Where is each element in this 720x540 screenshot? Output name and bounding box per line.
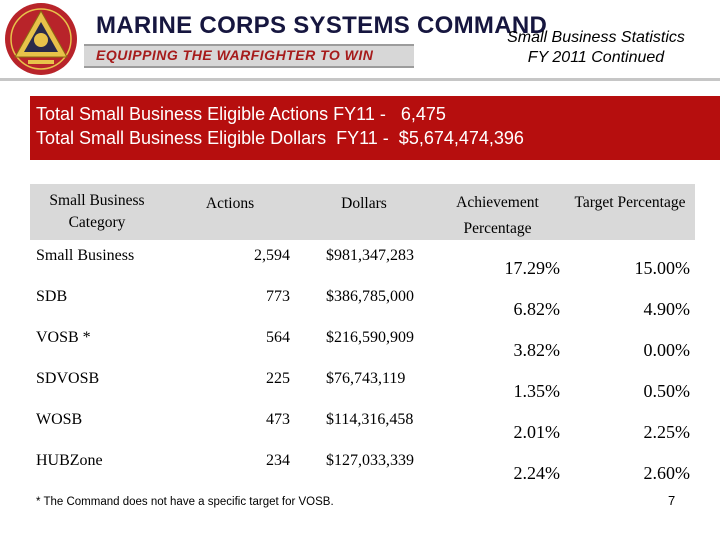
- header-divider: [0, 78, 720, 81]
- table-cell-category: WOSB: [36, 411, 83, 428]
- table-cell-actions: 225: [266, 370, 290, 387]
- table-cell-target: 4.90%: [643, 299, 691, 319]
- table-cell-target: 15.00%: [634, 258, 691, 278]
- header-achievement: Achievement Percentage: [456, 194, 539, 237]
- table-cell-actions: 773: [266, 288, 290, 305]
- table-cell-dollars: $386,785,000: [326, 288, 414, 305]
- table-cell-achievement: 6.82%: [513, 299, 561, 319]
- table-cell-category: VOSB *: [36, 329, 91, 346]
- table-cell-achievement: 2.01%: [513, 422, 561, 442]
- table-cell-target: 0.50%: [643, 381, 691, 401]
- table-cell-actions: 2,594: [254, 247, 290, 264]
- table-cell-dollars: $76,743,119: [326, 370, 406, 387]
- table-cell-actions: 564: [266, 329, 290, 346]
- table-cell-target: 2.25%: [643, 422, 691, 442]
- table-cell-category: SDB: [36, 288, 68, 305]
- table-cell-achievement: 1.35%: [513, 381, 561, 401]
- slide-title-line1: Small Business Statistics: [507, 29, 685, 46]
- page-number: 7: [668, 493, 676, 508]
- table-cell-category: SDVOSB: [36, 370, 100, 387]
- header-target: Target Percentage: [574, 194, 686, 211]
- slide-header: MARINE CORPS SYSTEMS COMMAND EQUIPPING T…: [0, 0, 720, 78]
- table-cell-achievement: 17.29%: [504, 258, 561, 278]
- slide-title-line2: FY 2011 Continued: [527, 49, 665, 66]
- table-cell-category: Small Business: [36, 247, 135, 264]
- footnote: * The Command does not have a specific t…: [36, 496, 334, 508]
- slide-title: Small Business Statistics FY 2011 Contin…: [476, 28, 716, 68]
- brand-slogan: EQUIPPING THE WARFIGHTER TO WIN: [96, 47, 374, 63]
- brand-title: MARINE CORPS SYSTEMS COMMAND: [96, 12, 548, 39]
- table-cell-dollars: $216,590,909: [326, 329, 414, 346]
- table-cell-dollars: $981,347,283: [326, 247, 414, 264]
- table-cell-dollars: $114,316,458: [326, 411, 414, 428]
- header-category: Small Business Category: [49, 192, 145, 231]
- statistics-table: Small Business Category Actions Dollars …: [30, 184, 695, 483]
- table-cell-achievement: 3.82%: [513, 340, 561, 360]
- table-cell-target: 2.60%: [643, 463, 691, 483]
- header-actions: Actions: [205, 195, 255, 212]
- header-band: [30, 184, 695, 240]
- table-cell-actions: 234: [266, 452, 290, 469]
- table-cell-dollars: $127,033,339: [326, 452, 414, 469]
- table-cell-actions: 473: [266, 411, 290, 428]
- table-cell-category: HUBZone: [36, 452, 103, 469]
- table-cell-target: 0.00%: [643, 340, 691, 360]
- totals-banner: Total Small Business Eligible Actions FY…: [30, 96, 720, 160]
- header-dollars: Dollars: [341, 195, 387, 212]
- total-actions-line: Total Small Business Eligible Actions FY…: [36, 104, 446, 124]
- total-dollars-line: Total Small Business Eligible Dollars FY…: [36, 128, 524, 148]
- table-cell-achievement: 2.24%: [513, 463, 561, 483]
- marine-corps-seal-icon: [5, 3, 77, 75]
- brand-bar: [84, 44, 414, 68]
